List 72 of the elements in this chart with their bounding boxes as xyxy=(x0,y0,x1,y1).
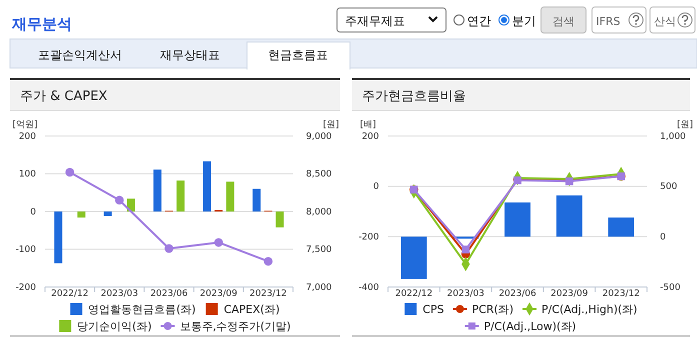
y2-tick-label: 7,000 xyxy=(306,282,332,293)
legend-label: P/C(Adj.,High)(좌) xyxy=(542,303,638,316)
x-tick-label: 2023/12 xyxy=(250,289,287,299)
text: 포괄손익계산서 xyxy=(38,48,122,62)
y2-tick-label: 9,000 xyxy=(306,132,332,142)
point xyxy=(264,256,273,266)
text: 재무상태표 xyxy=(160,48,220,62)
x-tick-label: 2023/06 xyxy=(150,289,188,299)
bar xyxy=(176,180,185,212)
text: IFRS xyxy=(596,15,620,28)
y-axis-title: [억원] xyxy=(12,120,38,130)
bar xyxy=(54,212,62,264)
y2-tick-label: 8,000 xyxy=(306,207,332,218)
point xyxy=(164,244,174,253)
bar xyxy=(400,236,427,279)
legend-label: P/C(Adj.,Low)(좌) xyxy=(484,320,576,333)
text: 주재무제표 xyxy=(345,14,405,28)
bar xyxy=(504,202,530,237)
y2-tick-label: 1,000 xyxy=(660,132,686,142)
legend-label: 당기순이익(좌) xyxy=(77,320,152,333)
chart-title: 주가 & CAPEX xyxy=(20,89,108,104)
y-tick-label: 100 xyxy=(18,170,36,180)
legend-label: PCR(좌) xyxy=(472,303,514,316)
chart-title: 주가현금흐름비율 xyxy=(362,89,466,104)
bar xyxy=(153,170,162,212)
y-tick-label: 200 xyxy=(18,132,36,142)
bar xyxy=(556,195,582,237)
x-tick-label: 2023/03 xyxy=(100,289,138,299)
y-tick-label: 200 xyxy=(362,132,380,142)
y2-tick-label: 8,500 xyxy=(306,170,332,180)
x-tick-label: 2022/12 xyxy=(395,289,433,299)
bar xyxy=(276,212,284,228)
y-tick-label: -200 xyxy=(16,282,36,293)
legend-label: 영업활동현금흐름(좌) xyxy=(88,303,196,316)
y-tick-label: -100 xyxy=(16,245,36,256)
y2-axis-title: [원] xyxy=(676,120,694,130)
y2-axis-title: [원] xyxy=(322,120,340,130)
bar xyxy=(126,198,135,212)
bar xyxy=(608,218,634,237)
x-tick-label: 2023/09 xyxy=(550,289,588,299)
y-tick-label: -200 xyxy=(358,232,380,243)
x-tick-label: 2023/06 xyxy=(498,289,536,299)
bar xyxy=(226,182,234,212)
x-tick-label: 2023/09 xyxy=(200,289,238,299)
point xyxy=(214,238,223,247)
y-axis-title: [배] xyxy=(360,120,376,130)
y2-tick-label: 0 xyxy=(660,232,666,243)
y2-tick-label: 7,500 xyxy=(306,245,332,256)
point xyxy=(65,168,74,177)
y2-tick-label: 500 xyxy=(660,182,678,192)
y2-tick-label: -500 xyxy=(660,282,681,293)
text: 재무분석 xyxy=(11,15,72,33)
text: 산식 xyxy=(654,15,676,28)
bar xyxy=(252,188,261,212)
x-tick-label: 2023/03 xyxy=(447,289,484,299)
text: 검색 xyxy=(552,15,574,28)
y-tick-label: -400 xyxy=(358,282,380,293)
x-tick-label: 2023/12 xyxy=(602,289,640,299)
bar xyxy=(77,212,86,218)
legend-label: CPS xyxy=(422,303,444,316)
point xyxy=(462,246,470,254)
y-tick-label: 0 xyxy=(373,182,380,192)
bar xyxy=(104,212,112,216)
text: 연간 xyxy=(467,14,491,28)
text: 분기 xyxy=(512,14,536,28)
legend-label: 보통주,수정주가(기말) xyxy=(180,320,291,333)
text: 현금흐름표 xyxy=(268,48,328,62)
y-tick-label: 0 xyxy=(30,207,36,218)
legend-label: CAPEX(좌) xyxy=(224,303,280,316)
x-tick-label: 2022/12 xyxy=(51,289,88,299)
bar xyxy=(203,161,212,212)
point xyxy=(115,196,124,205)
